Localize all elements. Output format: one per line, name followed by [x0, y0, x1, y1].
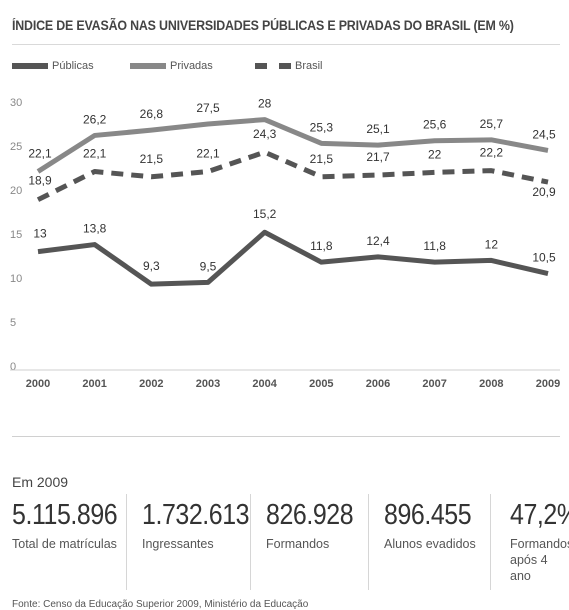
x-tick-label: 2003 — [196, 378, 220, 390]
data-label: 21,5 — [310, 152, 334, 166]
data-label: 10,5 — [532, 251, 556, 265]
stat-ingressantes: 1.732.613 Ingressantes — [142, 498, 257, 596]
chart-title: ÍNDICE DE EVASÃO NAS UNIVERSIDADES PÚBLI… — [12, 18, 514, 33]
data-label: 20,9 — [532, 185, 556, 199]
y-tick-label: 15 — [10, 229, 22, 241]
data-label: 13,8 — [83, 222, 107, 236]
stat-value: 896.455 — [384, 499, 472, 531]
legend-swatch-publicas — [12, 63, 48, 69]
x-tick-label: 2005 — [309, 378, 333, 390]
line-chart: 0 5 10 15 20 25 30 2000 2001 2002 2003 2004 2005 2006… — [10, 97, 560, 390]
stat-value: 826.928 — [266, 499, 354, 531]
data-label: 12,4 — [366, 234, 390, 248]
summary-stats: 5.115.896 Total de matrículas 1.732.613 … — [12, 494, 569, 598]
data-label: 15,2 — [253, 207, 277, 221]
data-label: 25,6 — [423, 118, 447, 132]
source-note: Fonte: Censo da Educação Superior 2009, … — [12, 599, 309, 610]
x-tick-label: 2002 — [139, 378, 163, 390]
legend-item-brasil: Brasil — [255, 60, 323, 72]
x-tick-label: 2007 — [422, 378, 446, 390]
y-tick-label: 20 — [10, 185, 22, 197]
stat-divider — [250, 494, 251, 590]
stat-alunos-evadidos: 896.455 Alunos evadidos — [384, 498, 489, 596]
data-label: 9,3 — [143, 259, 160, 273]
data-label: 26,2 — [83, 112, 107, 126]
data-label: 25,7 — [480, 117, 504, 131]
data-label: 21,7 — [366, 150, 390, 164]
data-label: 26,8 — [140, 107, 164, 121]
legend-label-privadas: Privadas — [170, 60, 213, 72]
stat-label: Total de matrículas — [12, 537, 117, 551]
data-label: 22,1 — [28, 147, 52, 161]
data-label: 22,1 — [83, 147, 107, 161]
data-label: 9,5 — [200, 259, 217, 273]
stat-divider — [490, 494, 491, 590]
stat-value: 47,2% — [510, 499, 569, 531]
data-label: 18,9 — [28, 174, 52, 188]
stat-total-matriculas: 5.115.896 Total de matrículas — [12, 498, 118, 596]
stat-divider — [126, 494, 127, 590]
stat-label: Ingressantes — [142, 537, 214, 551]
stat-label: Alunos evadidos — [384, 537, 476, 551]
x-tick-label: 2006 — [366, 378, 390, 390]
y-tick-label: 10 — [10, 273, 22, 285]
x-tick-label: 2001 — [82, 378, 106, 390]
legend-item-privadas: Privadas — [130, 60, 213, 72]
data-label: 27,5 — [196, 101, 220, 115]
data-label: 21,5 — [140, 152, 164, 166]
stat-divider — [368, 494, 369, 590]
data-label: 24,3 — [253, 127, 277, 141]
stat-label: Formandos após 4 ano — [510, 537, 569, 583]
data-label: 12 — [485, 237, 499, 251]
data-label: 22 — [428, 147, 442, 161]
legend-item-publicas: Públicas — [12, 60, 94, 72]
legend-label-publicas: Públicas — [52, 60, 94, 72]
series-line-privadas — [36, 117, 549, 174]
section-divider — [12, 436, 560, 437]
x-tick-label: 2004 — [252, 378, 277, 390]
data-label: 25,3 — [310, 120, 334, 134]
x-tick-label: 2009 — [536, 378, 560, 390]
x-tick-label: 2008 — [479, 378, 503, 390]
y-tick-label: 30 — [10, 97, 22, 109]
data-label: 13 — [33, 227, 47, 241]
x-tick-label: 2000 — [26, 378, 50, 390]
y-tick-label: 0 — [10, 361, 16, 373]
data-label: 22,1 — [196, 147, 220, 161]
legend-label-brasil: Brasil — [295, 60, 323, 72]
summary-year-label: Em 2009 — [12, 474, 69, 490]
stat-value: 1.732.613 — [142, 499, 250, 531]
chart-legend: Públicas Privadas Brasil — [12, 60, 552, 74]
stat-label: Formandos — [266, 537, 330, 551]
data-label: 28 — [258, 97, 272, 111]
data-label: 11,8 — [423, 239, 446, 253]
stat-value: 5.115.896 — [12, 499, 118, 531]
series-line-públicas — [37, 229, 549, 287]
stat-formandos-4-anos: 47,2% Formandos após 4 ano — [510, 498, 569, 596]
y-tick-label: 5 — [10, 317, 16, 329]
y-tick-label: 25 — [10, 141, 22, 153]
data-label: 11,8 — [310, 239, 333, 253]
stat-formandos: 826.928 Formandos — [266, 498, 366, 596]
data-label: 25,1 — [366, 122, 390, 136]
legend-swatch-brasil — [255, 63, 291, 69]
title-divider — [12, 44, 560, 45]
series-line-brasil — [36, 149, 549, 202]
data-label: 24,5 — [532, 127, 556, 141]
data-label: 22,2 — [480, 146, 504, 160]
legend-swatch-privadas — [130, 63, 166, 69]
